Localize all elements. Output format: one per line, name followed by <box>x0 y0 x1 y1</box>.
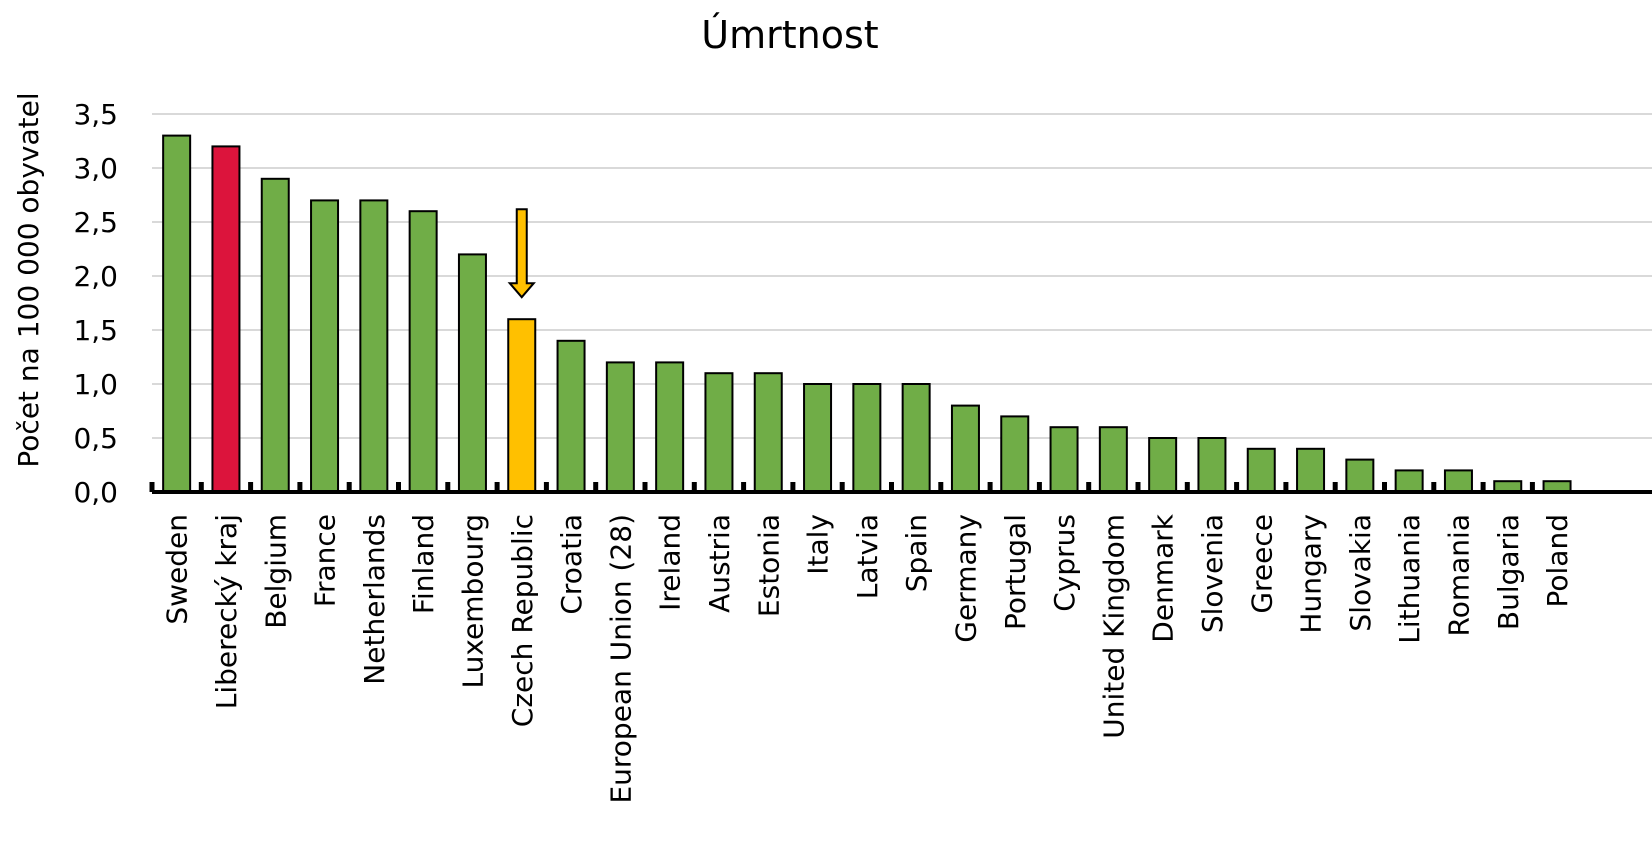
bar <box>803 383 833 493</box>
bar <box>260 177 290 494</box>
bar <box>1148 437 1178 493</box>
x-tick-label: Slovenia <box>1196 514 1229 633</box>
annotations <box>507 208 536 299</box>
x-tick-label: France <box>309 514 342 607</box>
bar <box>605 361 635 493</box>
x-tick-label: Spain <box>900 514 933 592</box>
y-tick-label: 2,0 <box>73 260 118 293</box>
bar <box>1443 469 1473 493</box>
x-tick-label: United Kingdom <box>1097 514 1130 739</box>
bar <box>753 372 783 494</box>
bar <box>1049 426 1079 494</box>
bar <box>704 372 734 494</box>
x-tick-label: Germany <box>949 514 982 643</box>
bar <box>1394 469 1424 493</box>
bar <box>1345 458 1375 494</box>
bar <box>310 199 340 493</box>
gridlines <box>152 113 1652 439</box>
x-tick-label: Sweden <box>161 514 194 625</box>
bar <box>950 404 980 494</box>
bar <box>1296 447 1326 493</box>
y-tick-label: 1,5 <box>73 314 118 347</box>
y-tick-label: 3,5 <box>73 98 118 131</box>
x-tick-label: Portugal <box>999 514 1032 630</box>
bar <box>457 253 487 493</box>
bar <box>1098 426 1128 494</box>
x-tick-label: Latvia <box>851 514 884 599</box>
bar <box>1197 437 1227 493</box>
x-tick-label: Liberecký kraj <box>210 514 243 709</box>
bar <box>655 361 685 493</box>
x-tick-label: Italy <box>802 514 835 575</box>
y-tick-label: 2,5 <box>73 206 118 239</box>
x-tick-label: Slovakia <box>1344 514 1377 632</box>
x-axis-ticks: Sweden Liberecký kraj Belgium France Netherl… <box>161 513 1574 803</box>
x-tick-label: Belgium <box>259 514 292 629</box>
bar <box>507 318 537 494</box>
x-tick-label: Croatia <box>555 514 588 615</box>
x-tick-label: Austria <box>703 514 736 613</box>
x-tick-label: Ireland <box>654 514 687 611</box>
bar <box>211 145 241 493</box>
y-tick-label: 1,0 <box>73 368 118 401</box>
arrow-down-icon <box>507 208 536 299</box>
x-tick-label: Finland <box>407 514 440 614</box>
y-tick-label: 3,0 <box>73 152 118 185</box>
y-axis-ticks: 0,0 0,5 1,0 1,5 2,0 2,5 3,0 3,5 <box>73 98 118 509</box>
y-axis-title: Počet na 100 000 obyvatel <box>12 92 45 467</box>
bar <box>408 210 438 493</box>
x-tick-label: Hungary <box>1295 514 1328 634</box>
bar <box>852 383 882 493</box>
bar <box>901 383 931 493</box>
bar <box>359 199 389 493</box>
chart-title: Úmrtnost <box>701 13 878 57</box>
x-tick-label: Lithuania <box>1393 514 1426 644</box>
y-tick-label: 0,0 <box>73 476 118 509</box>
x-tick-label: Cyprus <box>1048 514 1081 612</box>
x-tick-label: Bulgaria <box>1492 514 1525 630</box>
bar <box>162 134 192 493</box>
x-tick-label: Netherlands <box>358 514 391 685</box>
bars <box>162 134 1572 494</box>
x-tick-label: European Union (28) <box>604 514 637 804</box>
x-tick-label: Romania <box>1442 514 1475 636</box>
x-tick-label: Denmark <box>1147 513 1180 642</box>
y-tick-label: 0,5 <box>73 422 118 455</box>
x-tick-label: Estonia <box>752 514 785 617</box>
x-tick-label: Czech Republic <box>506 514 539 727</box>
x-tick-label: Luxembourg <box>456 514 489 689</box>
x-tick-label: Poland <box>1541 514 1574 607</box>
bar <box>556 339 586 493</box>
x-axis <box>149 482 1652 494</box>
bar <box>1246 447 1276 493</box>
bar <box>1000 415 1030 493</box>
x-tick-label: Greece <box>1245 514 1278 614</box>
